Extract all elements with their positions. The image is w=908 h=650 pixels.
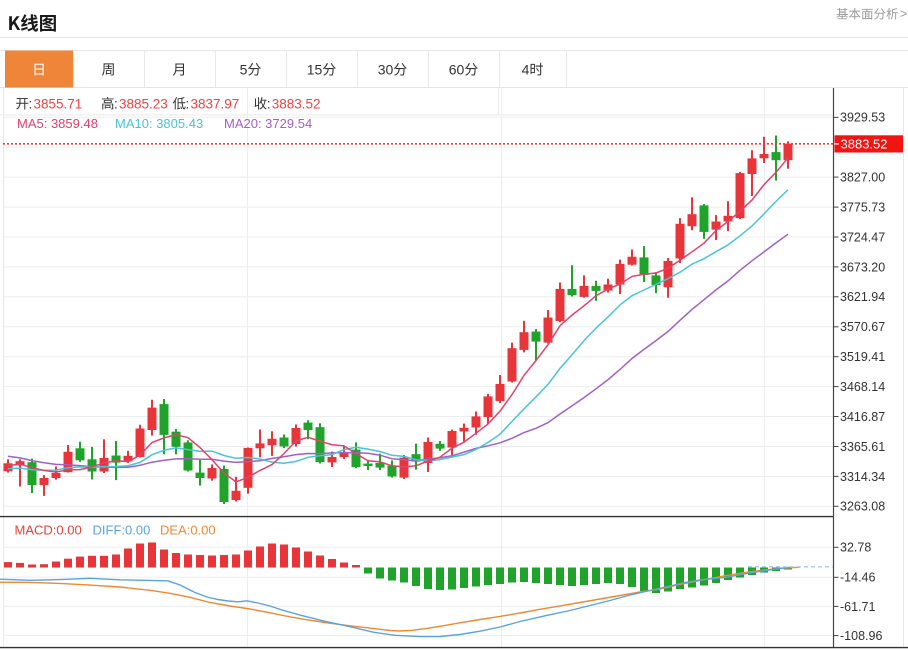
svg-text:3883.52: 3883.52 bbox=[272, 96, 321, 111]
svg-text:3570.67: 3570.67 bbox=[840, 320, 885, 334]
svg-text::: : bbox=[114, 96, 118, 111]
svg-text:3885.23: 3885.23 bbox=[119, 96, 168, 111]
svg-text:MACD:0.00: MACD:0.00 bbox=[15, 523, 82, 538]
svg-text::: : bbox=[29, 96, 33, 111]
svg-text:60: 60 bbox=[449, 62, 465, 78]
svg-text:MA20: 3729.54: MA20: 3729.54 bbox=[224, 116, 312, 131]
svg-text:3519.41: 3519.41 bbox=[840, 350, 885, 364]
svg-text:3775.73: 3775.73 bbox=[840, 201, 885, 215]
svg-text:-108.96: -108.96 bbox=[840, 629, 882, 643]
svg-text:3929.53: 3929.53 bbox=[840, 111, 885, 125]
svg-text:32.78: 32.78 bbox=[840, 541, 871, 555]
svg-text:3724.47: 3724.47 bbox=[840, 230, 885, 244]
svg-text:15: 15 bbox=[307, 62, 323, 78]
svg-text:DIFF:0.00: DIFF:0.00 bbox=[93, 523, 151, 538]
svg-text:MA10: 3805.43: MA10: 3805.43 bbox=[115, 116, 203, 131]
svg-text:3883.52: 3883.52 bbox=[841, 137, 888, 152]
svg-text::: : bbox=[186, 96, 190, 111]
svg-text:3263.08: 3263.08 bbox=[840, 500, 885, 514]
svg-text:4: 4 bbox=[522, 62, 530, 78]
svg-text:30: 30 bbox=[378, 62, 394, 78]
svg-text::: : bbox=[267, 96, 271, 111]
svg-text:3673.20: 3673.20 bbox=[840, 260, 885, 274]
svg-text:MA5: 3859.48: MA5: 3859.48 bbox=[17, 116, 98, 131]
svg-text:>: > bbox=[900, 7, 907, 21]
svg-text:3827.00: 3827.00 bbox=[840, 171, 885, 185]
svg-text:-14.46: -14.46 bbox=[840, 571, 875, 585]
svg-text:3837.97: 3837.97 bbox=[191, 96, 240, 111]
svg-text:-61.71: -61.71 bbox=[840, 600, 875, 614]
svg-text:3621.94: 3621.94 bbox=[840, 290, 885, 304]
svg-text:DEA:0.00: DEA:0.00 bbox=[160, 523, 216, 538]
svg-text:3416.87: 3416.87 bbox=[840, 410, 885, 424]
svg-text:3314.34: 3314.34 bbox=[840, 470, 885, 484]
svg-text:3468.14: 3468.14 bbox=[840, 380, 885, 394]
svg-text:5: 5 bbox=[240, 62, 248, 78]
svg-text:3365.61: 3365.61 bbox=[840, 440, 885, 454]
svg-text:3855.71: 3855.71 bbox=[34, 96, 83, 111]
